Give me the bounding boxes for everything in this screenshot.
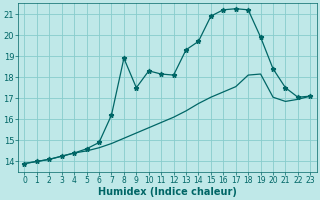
- X-axis label: Humidex (Indice chaleur): Humidex (Indice chaleur): [98, 187, 237, 197]
